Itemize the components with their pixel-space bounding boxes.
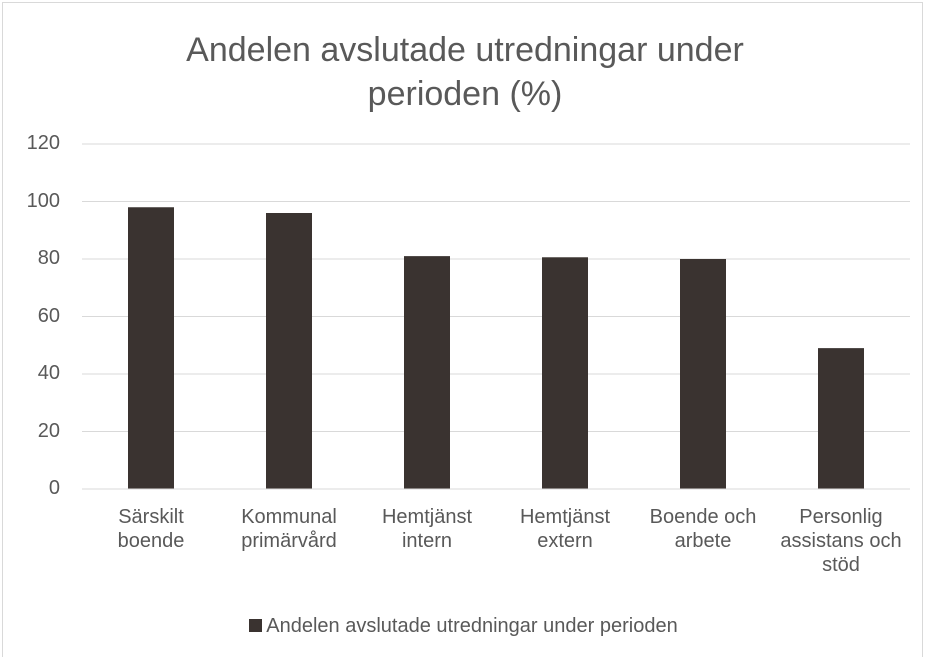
x-tick-label: Kommunal primärvård — [241, 506, 337, 552]
y-tick-label: 40 — [37, 362, 60, 384]
x-tick-label: Boende och arbete — [649, 506, 757, 552]
bar — [542, 257, 588, 489]
x-tick-label: Särskilt boende — [117, 506, 185, 552]
y-tick-label: 60 — [37, 304, 60, 327]
y-tick-label: 100 — [26, 189, 60, 212]
legend: Andelen avslutade utredningar under peri… — [0, 615, 927, 638]
chart-title: Andelen avslutade utredningar under peri… — [186, 31, 744, 113]
x-tick-label: Hemtjänst extern — [519, 506, 611, 552]
legend-label: Andelen avslutade utredningar under peri… — [266, 615, 678, 637]
bar — [680, 259, 726, 489]
bar — [818, 348, 864, 489]
y-tick-label: 20 — [37, 419, 60, 442]
bar — [266, 213, 312, 489]
bar — [128, 207, 174, 489]
x-tick-label: Personlig assistans och stöd — [780, 506, 902, 576]
y-tick-label: 120 — [26, 132, 60, 154]
legend-swatch — [249, 619, 263, 632]
x-tick-label: Hemtjänst intern — [381, 506, 473, 552]
y-tick-label: 80 — [37, 247, 60, 269]
y-tick-label: 0 — [48, 477, 60, 499]
bar — [404, 256, 450, 489]
